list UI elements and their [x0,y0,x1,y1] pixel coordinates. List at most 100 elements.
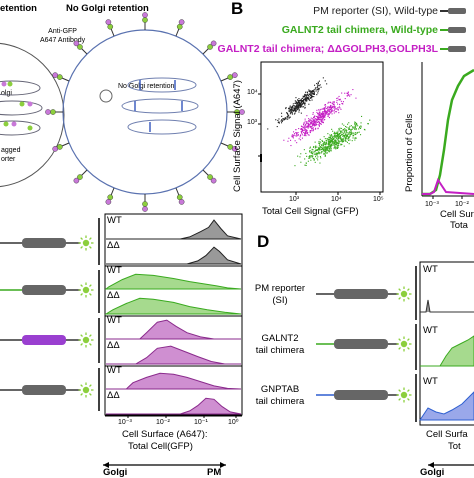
scatter-point [331,135,333,137]
scatter-point [323,107,325,109]
scatter-point [325,143,327,145]
scatter-point [307,126,309,128]
scatter-point [330,109,332,111]
scatter-point [313,158,315,160]
scatter-point [311,120,313,122]
scatter-point [334,131,336,133]
scatter-point [312,120,314,122]
scatter-point [315,122,317,124]
scatter-point [330,148,332,150]
scatter-point [316,157,318,159]
scatter-point [294,102,296,104]
scatter-point [309,151,311,153]
scatter-point [328,136,330,138]
scatter-point [328,145,330,147]
scatter-point [336,97,338,99]
scatter-point [314,124,316,126]
scatter-point [329,106,331,108]
scatter-point [355,97,357,99]
scatter-point [300,103,302,105]
scatter-point [320,141,322,143]
scatter-point [333,110,335,112]
scatter-point [303,135,305,137]
scatter-point [340,108,342,110]
scatter-point [315,145,317,147]
scatter-point [318,109,320,111]
scatter-point [288,110,290,112]
scatter-point [343,132,345,134]
scatter-point [308,97,310,99]
scatter-point [303,126,305,128]
panel-d-letter: D [257,232,270,251]
scatter-point [310,119,312,121]
scatter-point [338,133,340,135]
panel-c-xtick-2: 10⁻² [156,419,170,426]
scatter-point [311,90,313,92]
scatter-point [324,147,326,149]
scatter-point [321,115,323,117]
scatter-point [326,143,328,145]
panel-c-xlabel-line2: Total Cell(GFP) [128,441,193,452]
scatter-point [324,151,326,153]
scatter-point [336,108,338,110]
scatter-point [297,132,299,134]
scatter-point [360,122,362,124]
scatter-point [321,121,323,123]
scatter-point [313,151,315,153]
scatter-point [317,148,319,150]
scatter-point [308,157,310,159]
scatter-xlabel: Total Cell Signal (GFP) [262,206,359,217]
scatter-point [360,126,362,128]
construct-pm-reporter-line1: PM reporter [254,283,306,294]
scatter-point [333,134,335,136]
scatter-point [301,104,303,106]
scatter-point [346,130,348,132]
scatter-point [335,140,337,142]
scatter-point [342,134,344,136]
scatter-point [326,148,328,150]
scatter-point [305,133,307,135]
scatter-point [333,101,335,103]
scatter-point [349,128,351,130]
scatter-point [312,118,314,120]
scatter-point [339,136,341,138]
scatter-point [309,155,311,157]
scatter-point [348,129,350,131]
scatter-point [348,127,350,129]
scatter-point [310,126,312,128]
scatter-point [348,131,350,133]
scatter-point [287,113,289,115]
scatter-point [313,159,315,161]
scatter-point [328,147,330,149]
scatter-point [331,140,333,142]
scatter-point [351,128,353,130]
scatter-point [318,113,320,115]
scatter-point [326,138,328,140]
scatter-point [307,97,309,99]
scatter-point [286,118,288,120]
scatter-point [332,144,334,146]
scatter-plot [258,61,384,195]
scatter-point [303,102,305,104]
scatter-point [336,136,338,138]
scatter-point [327,133,329,135]
scatter-point [295,107,297,109]
scatter-point [354,127,356,129]
scatter-point [334,139,336,141]
scatter-point [295,97,297,99]
scatter-point [324,152,326,154]
scatter-point [294,100,296,102]
scatter-point [303,122,305,124]
scatter-point [320,113,322,115]
scatter-point [319,142,321,144]
scatter-point [307,160,309,162]
scatter-point [315,120,317,122]
scatter-point [339,140,341,142]
scatter-point [319,119,321,121]
scatter-point [305,152,307,154]
scatter-point [329,147,331,149]
scatter-point [334,135,336,137]
panel-d-xlabel: Cell Surfa [426,429,468,440]
scatter-point [333,137,335,139]
